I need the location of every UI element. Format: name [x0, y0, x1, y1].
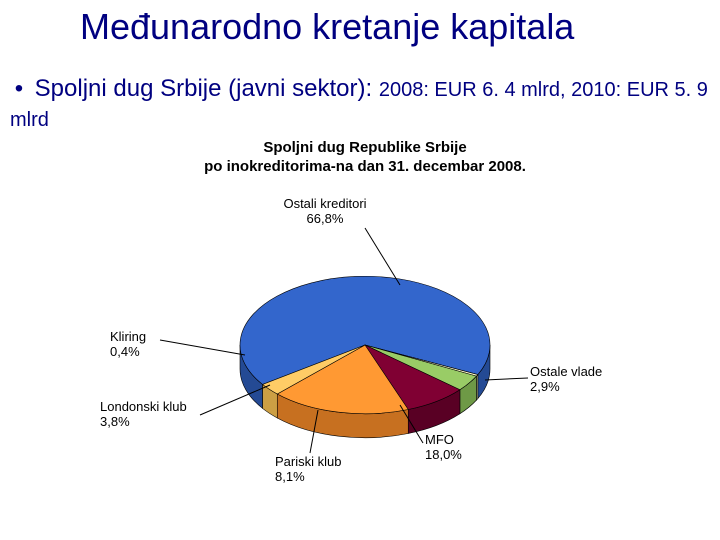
chart-label: Pariski klub8,1% [275, 455, 341, 485]
bullet-text-main: Spoljni dug Srbije (javni sektor): [35, 75, 379, 102]
chart-area: Spoljni dug Republike Srbije po inokredi… [70, 135, 660, 525]
chart-label: Londonski klub3,8% [100, 400, 187, 430]
chart-label: Ostali kreditori66,8% [283, 197, 366, 227]
bullet-dot: • [10, 74, 28, 104]
chart-title-line1: Spoljni dug Republike Srbije [263, 139, 466, 156]
pie-chart [225, 255, 505, 455]
chart-label: Ostale vlade2,9% [530, 365, 602, 395]
chart-title-line2: po inokreditorima-na dan 31. decembar 20… [204, 158, 526, 175]
pie-svg [225, 255, 505, 455]
chart-title: Spoljni dug Republike Srbije po inokredi… [70, 139, 660, 177]
bullet-item: • Spoljni dug Srbije (javni sektor): 200… [10, 74, 710, 134]
chart-label: Kliring0,4% [110, 330, 146, 360]
chart-label: MFO18,0% [425, 433, 462, 463]
slide-title: Međunarodno kretanje kapitala [80, 6, 710, 48]
